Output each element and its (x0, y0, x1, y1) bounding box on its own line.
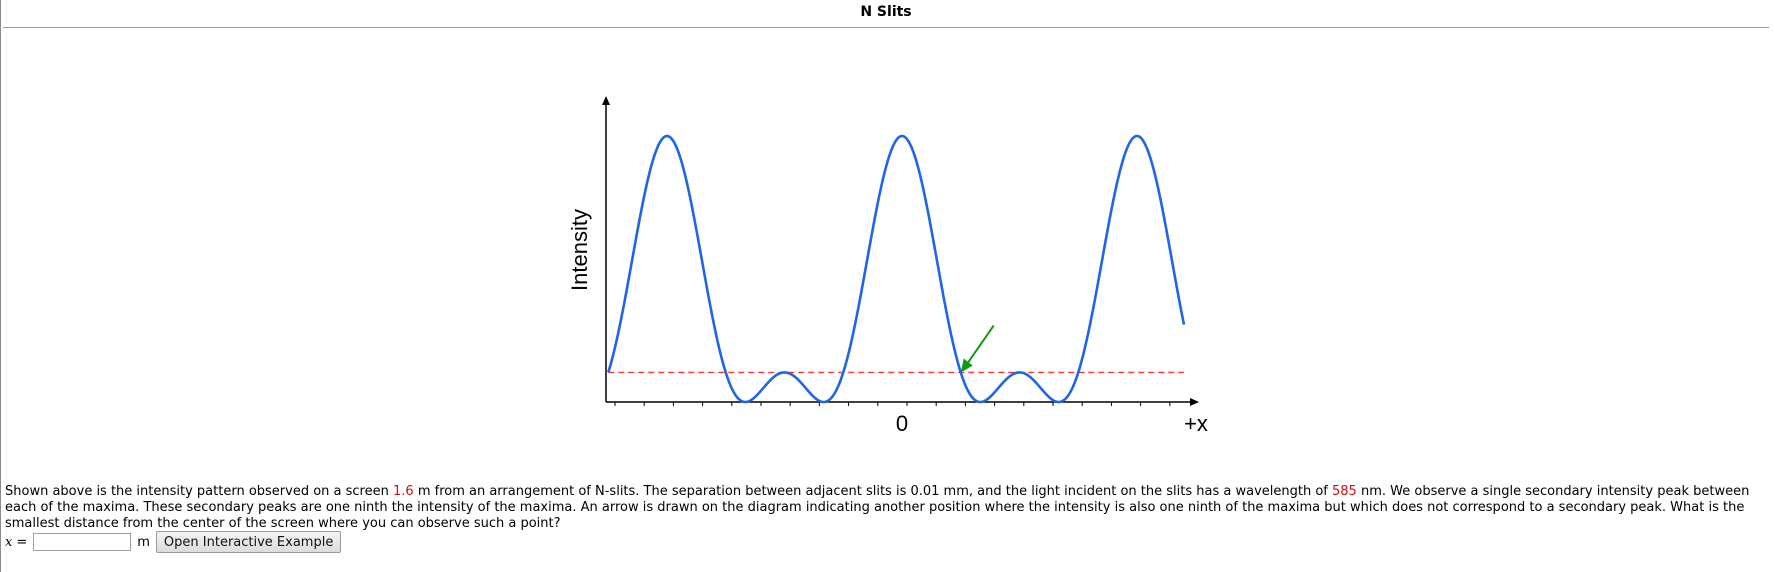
x-axis-label: +x (1184, 411, 1208, 436)
open-interactive-example-button[interactable]: Open Interactive Example (155, 531, 342, 553)
intensity-curve (607, 134, 1186, 404)
axes (602, 96, 1199, 406)
answer-equals-sign: = (16, 534, 28, 550)
screen-distance-value: 1.6 (393, 484, 414, 499)
wavelength-value: 585 (1332, 484, 1357, 499)
intensity-plot: Intensity 0 +x (567, 96, 1208, 436)
green-arrow-marker (960, 324, 995, 373)
x-ticks (614, 402, 1171, 406)
answer-unit: m (137, 534, 150, 550)
problem-part-2: m from an arrangement of N-slits. The se… (413, 484, 1333, 499)
answer-row: x = m Open Interactive Example (5, 531, 342, 553)
answer-variable-label: x (5, 534, 13, 550)
title-divider (3, 27, 1769, 28)
x-axis-arrowhead (1190, 398, 1199, 406)
y-axis-label: Intensity (567, 209, 592, 291)
arrow-head (960, 358, 973, 373)
arrow-shaft (965, 324, 995, 366)
problem-part-1: Shown above is the intensity pattern obs… (5, 484, 393, 499)
x-tick-label-zero: 0 (896, 411, 908, 436)
page-title: N Slits (860, 4, 912, 20)
problem-part-3: nm. We observe a single secondary intens… (5, 484, 1750, 531)
y-axis-arrowhead (602, 96, 610, 105)
answer-input[interactable] (33, 533, 132, 551)
problem-text: Shown above is the intensity pattern obs… (5, 484, 1750, 532)
